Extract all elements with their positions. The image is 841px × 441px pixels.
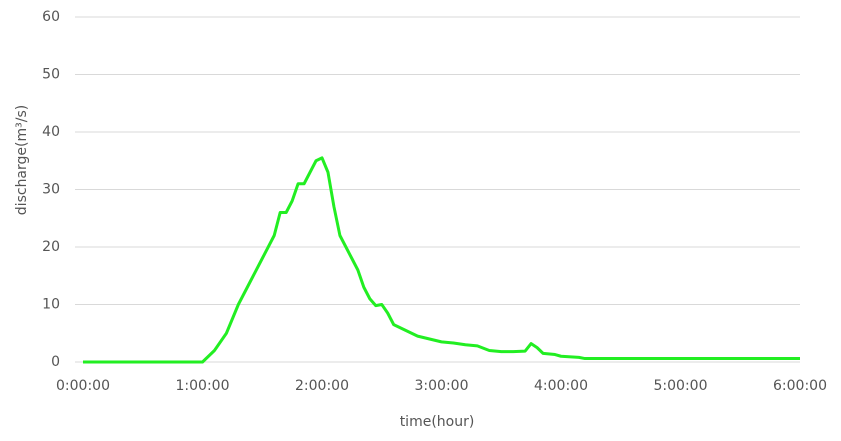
y-tick-label: 50 <box>42 67 60 83</box>
y-tick-label: 0 <box>51 354 60 370</box>
x-tick-label: 0:00:00 <box>56 378 110 394</box>
y-tick-label: 20 <box>42 239 60 255</box>
x-axis-label: time(hour) <box>400 414 475 430</box>
y-tick-label: 40 <box>42 124 60 140</box>
y-tick-label: 60 <box>42 9 60 25</box>
data-line <box>83 156 800 364</box>
y-tick-label: 10 <box>42 297 60 313</box>
y-axis-label: discharge(m³/s) <box>14 105 30 215</box>
x-tick-label: 3:00:00 <box>415 378 469 394</box>
x-tick-label: 4:00:00 <box>534 378 588 394</box>
x-tick-label: 6:00:00 <box>773 378 827 394</box>
y-tick-label: 30 <box>42 182 60 198</box>
x-tick-label: 2:00:00 <box>295 378 349 394</box>
x-tick-label: 5:00:00 <box>654 378 708 394</box>
x-tick-label: 1:00:00 <box>176 378 230 394</box>
